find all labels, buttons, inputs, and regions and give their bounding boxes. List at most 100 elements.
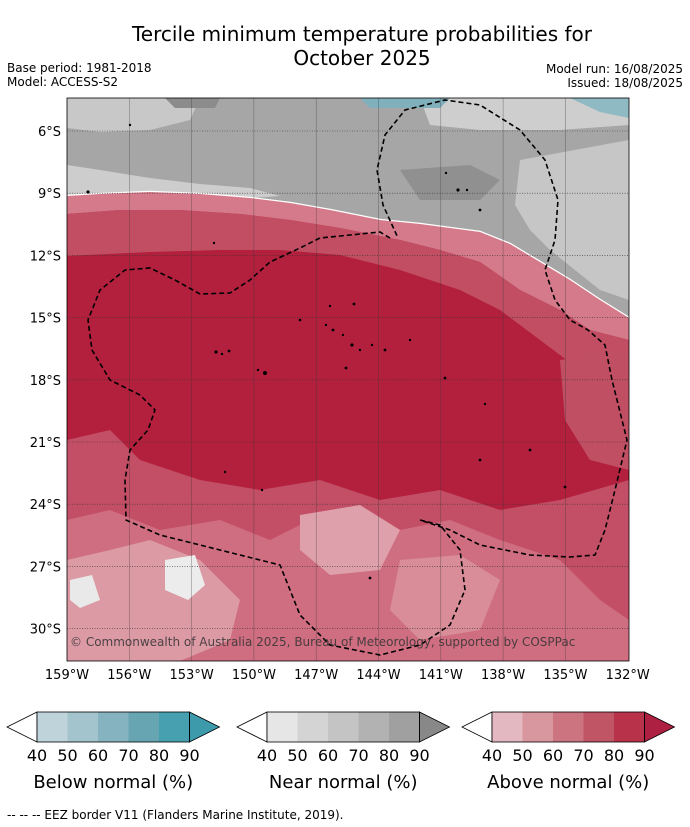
colorbar-frame <box>36 711 190 743</box>
meta-left: Base period: 1981-2018 Model: ACCESS-S2 <box>7 61 152 89</box>
base-period: Base period: 1981-2018 <box>7 61 152 75</box>
colorbar-tick-label: 90 <box>634 746 654 765</box>
near-normal-light-3 <box>420 98 629 130</box>
colorbar-low-arrow <box>461 711 493 743</box>
lon-tick-label: 147°W <box>294 668 338 683</box>
colorbar-low-arrow <box>236 711 268 743</box>
lon-tick-label: 135°W <box>543 668 587 683</box>
islands <box>86 123 567 580</box>
colorbar-title: Near normal (%) <box>269 772 418 793</box>
colorbar-tick-label: 90 <box>179 746 199 765</box>
colorbar-tick-label: 70 <box>118 746 138 765</box>
near-normal-light-1 <box>67 98 200 132</box>
colorbar-segment <box>98 712 129 742</box>
colorbar-tick-label: 60 <box>318 746 338 765</box>
colorbar-tick-label: 40 <box>27 746 47 765</box>
near-normal-light-4 <box>67 165 280 198</box>
issued-date: Issued: 18/08/2025 <box>567 76 683 90</box>
map-title: Tercile minimum temperature probabilitie… <box>0 22 690 70</box>
near-normal-dark-2 <box>400 165 500 200</box>
colorbar-0: 40 50 60 70 80 90 Below normal (%) <box>6 711 221 793</box>
above-white-south-2 <box>70 575 100 608</box>
colorbar-segment <box>159 712 190 742</box>
colorbar-title: Above normal (%) <box>487 772 649 793</box>
lon-tick-label: 132°W <box>606 668 650 683</box>
colorbar-tick-label: 50 <box>287 746 307 765</box>
colorbar-high-arrow <box>419 711 451 743</box>
colorbar-2: 40 50 60 70 80 90 Above normal (%) <box>461 711 676 793</box>
lat-tick-label: 12°S <box>30 249 61 264</box>
below-normal-patch <box>360 98 450 108</box>
eez-border <box>87 99 628 656</box>
lat-tick-label: 6°S <box>38 125 61 140</box>
colorbar-high-arrow <box>644 711 676 743</box>
lon-tick-label: 141°W <box>419 668 463 683</box>
colorbar-segment <box>128 712 159 742</box>
lon-tick-label: 144°W <box>356 668 400 683</box>
lon-tick-label: 153°W <box>170 668 214 683</box>
colorbar-title: Below normal (%) <box>33 772 193 793</box>
colorbar-tick-label: 40 <box>482 746 502 765</box>
probability-map <box>67 98 629 661</box>
lon-tick-label: 159°W <box>45 668 89 683</box>
colorbar-segment <box>583 712 614 742</box>
colorbar-frame <box>491 711 645 743</box>
above-light-south-4 <box>300 505 400 575</box>
above-light-band-1 <box>67 192 629 340</box>
lon-tick-label: 150°W <box>232 668 276 683</box>
colorbar-segment <box>358 712 389 742</box>
above-light-south-5 <box>390 555 500 640</box>
latitude-labels: 6°S 9°S 12°S 15°S 18°S 21°S 24°S 27°S 30°S <box>30 125 61 638</box>
colorbar-segment <box>614 712 645 742</box>
colorbars: 40 50 60 70 80 90 Below normal (%) 40 50 60 70 80 90… <box>6 711 676 793</box>
lat-tick-label: 15°S <box>30 312 61 327</box>
longitude-labels: 159°W 156°W 153°W 150°W 147°W 144°W 141°W 138°W… <box>45 668 650 683</box>
near-normal-dark-1 <box>165 98 220 108</box>
colorbar-tick-label: 90 <box>409 746 429 765</box>
colorbar-segment <box>522 712 553 742</box>
colorbar-tick-label: 60 <box>543 746 563 765</box>
colorbar-segment <box>553 712 584 742</box>
colorbar-high-arrow <box>189 711 221 743</box>
lon-tick-label: 156°W <box>107 668 151 683</box>
colorbar-tick-label: 50 <box>512 746 532 765</box>
colorbar-tick-label: 80 <box>379 746 399 765</box>
colorbar-tick-label: 70 <box>348 746 368 765</box>
model-name: Model: ACCESS-S2 <box>7 75 119 89</box>
colorbar-segment <box>267 712 298 742</box>
title-line-1: Tercile minimum temperature probabilitie… <box>131 22 593 46</box>
below-normal-patch-2 <box>570 98 629 118</box>
near-normal-region <box>67 98 629 318</box>
colorbar-1: 40 50 60 70 80 90 Near normal (%) <box>236 711 451 793</box>
lat-tick-label: 30°S <box>30 623 61 638</box>
meta-right: Model run: 16/08/2025 Issued: 18/08/2025 <box>546 62 683 90</box>
copyright-credit: © Commonwealth of Australia 2025, Bureau… <box>70 635 575 649</box>
near-normal-light-2 <box>515 140 629 300</box>
title-line-2: October 2025 <box>293 46 431 70</box>
colorbar-tick-label: 80 <box>149 746 169 765</box>
colorbar-segment <box>328 712 359 742</box>
model-run: Model run: 16/08/2025 <box>545 62 683 76</box>
colorbar-segment <box>297 712 328 742</box>
lat-tick-label: 24°S <box>30 498 61 513</box>
colorbar-tick-label: 40 <box>257 746 277 765</box>
lat-tick-label: 18°S <box>30 374 61 389</box>
colorbar-low-arrow <box>6 711 38 743</box>
colorbar-segment <box>492 712 523 742</box>
lat-tick-label: 27°S <box>30 560 61 575</box>
lat-tick-label: 21°S <box>30 436 61 451</box>
colorbar-tick-label: 60 <box>88 746 108 765</box>
colorbar-segment <box>67 712 98 742</box>
lat-tick-label: 9°S <box>38 187 61 202</box>
colorbar-segment <box>37 712 68 742</box>
map-frame <box>66 97 630 662</box>
colorbar-tick-label: 70 <box>573 746 593 765</box>
lon-tick-label: 138°W <box>481 668 525 683</box>
colorbar-tick-label: 50 <box>57 746 77 765</box>
colorbar-frame <box>266 711 420 743</box>
colorbar-tick-label: 80 <box>604 746 624 765</box>
gridlines <box>67 98 629 661</box>
colorbar-segment <box>389 712 420 742</box>
eez-legend: -- -- -- EEZ border V11 (Flanders Marine… <box>7 808 344 822</box>
